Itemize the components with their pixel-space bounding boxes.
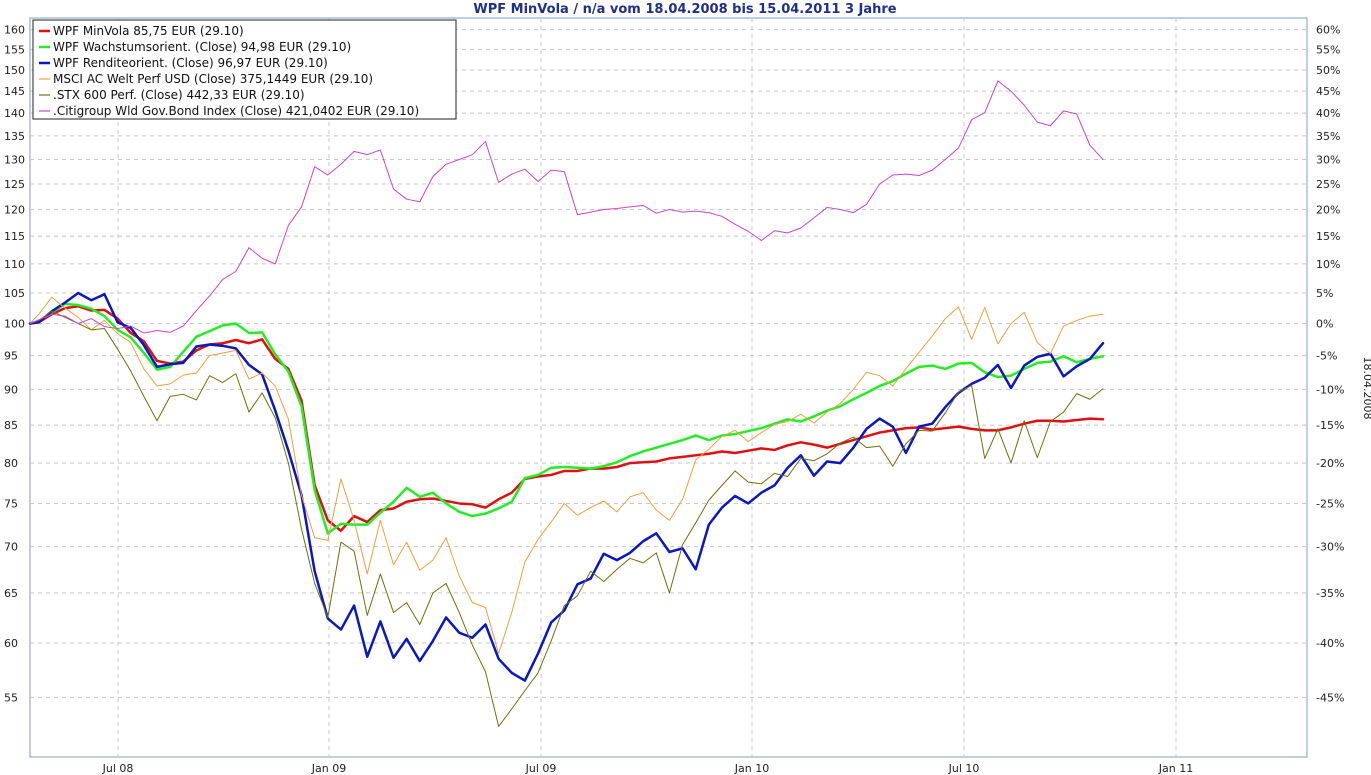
y-left-tick-label: 85 — [4, 419, 18, 432]
y-right-tick-label: 40% — [1316, 107, 1340, 120]
y-right-tick-label: -5% — [1316, 350, 1337, 363]
legend-label: .Citigroup Wld Gov.Bond Index (Close) 42… — [53, 104, 419, 118]
y-left-tick-label: 130 — [4, 153, 25, 166]
y-left-tick-label: 65 — [4, 587, 18, 600]
y-left-tick-label: 95 — [4, 350, 18, 363]
y-left-tick-label: 90 — [4, 383, 18, 396]
series-line-4 — [29, 310, 1104, 727]
y-left-tick-label: 80 — [4, 457, 18, 470]
y-right-tick-label: 25% — [1316, 178, 1340, 191]
axes-layer: 160 60% 155 55% 150 50% 145 45% 140 40% 135 35% 130 3… — [4, 24, 1344, 775]
y-left-tick-label: 100 — [4, 318, 25, 331]
x-tick-label: Jan 11 — [1158, 762, 1193, 775]
y-left-tick-label: 115 — [4, 230, 25, 243]
x-tick-label: Jul 09 — [525, 762, 557, 775]
y-right-tick-label: 50% — [1316, 64, 1340, 77]
y-right-tick-label: 15% — [1316, 230, 1340, 243]
series-layer — [28, 80, 1105, 727]
y-left-tick-label: 55 — [4, 691, 18, 704]
y-right-tick-label: 55% — [1316, 43, 1340, 56]
series-line-5 — [29, 80, 1104, 334]
x-tick-label: Jan 09 — [311, 762, 346, 775]
legend-label: WPF MinVola 85,75 EUR (29.10) — [53, 24, 244, 38]
y-left-tick-label: 135 — [4, 130, 25, 143]
y-left-tick-label: 75 — [4, 497, 18, 510]
legend-label: .STX 600 Perf. (Close) 442,33 EUR (29.10… — [53, 88, 305, 102]
series-line-1 — [28, 302, 1105, 535]
series-line-3 — [29, 296, 1104, 654]
y-right-tick-label: -45% — [1316, 691, 1344, 704]
y-left-tick-label: 150 — [4, 64, 25, 77]
y-right-tick-label: -25% — [1316, 497, 1344, 510]
y-left-tick-label: 145 — [4, 85, 25, 98]
plot-area — [29, 17, 1308, 758]
legend-label: MSCI AC Welt Perf USD (Close) 375,1449 E… — [53, 72, 373, 86]
y-left-tick-label: 110 — [4, 258, 25, 271]
y-left-tick-label: 120 — [4, 204, 25, 217]
y-right-tick-label: 35% — [1316, 130, 1340, 143]
y-right-tick-label: 5% — [1316, 287, 1333, 300]
y-left-tick-label: 70 — [4, 541, 18, 554]
y-left-tick-label: 125 — [4, 178, 25, 191]
legend: WPF MinVola 85,75 EUR (29.10) WPF Wachstu… — [32, 19, 457, 120]
x-tick-label: Jul 10 — [948, 762, 980, 775]
series-line-2 — [28, 291, 1105, 682]
chart-title: WPF MinVola / n/a vom 18.04.2008 bis 15.… — [473, 2, 896, 17]
y-right-tick-label: -40% — [1316, 637, 1344, 650]
y-left-tick-label: 105 — [4, 287, 25, 300]
y-right-tick-label: 20% — [1316, 204, 1340, 217]
series-line-0 — [28, 305, 1105, 532]
y-right-tick-label: 10% — [1316, 258, 1340, 271]
legend-label: WPF Renditeorient. (Close) 96,97 EUR (29… — [53, 56, 328, 70]
x-tick-label: Jan 10 — [734, 762, 769, 775]
y-left-tick-label: 60 — [4, 637, 18, 650]
y-right-tick-label: 0% — [1316, 318, 1333, 331]
y-right-tick-label: -35% — [1316, 587, 1344, 600]
y-right-tick-label: 60% — [1316, 24, 1340, 37]
y-right-tick-label: -30% — [1316, 541, 1344, 554]
plot-frame — [29, 17, 1308, 758]
y-right-tick-label: -15% — [1316, 419, 1344, 432]
legend-box — [32, 19, 457, 120]
y-right-tick-label: 45% — [1316, 85, 1340, 98]
y-left-tick-label: 155 — [4, 43, 25, 56]
legend-label: WPF Wachstumsorient. (Close) 94,98 EUR (… — [53, 40, 351, 54]
y-right-tick-label: -10% — [1316, 383, 1344, 396]
x-tick-label: Jul 08 — [102, 762, 134, 775]
y-left-tick-label: 160 — [4, 24, 25, 37]
y-right-tick-label: 30% — [1316, 153, 1340, 166]
right-axis-label: 18.04.2008 — [1361, 357, 1371, 420]
y-left-tick-label: 140 — [4, 107, 25, 120]
y-right-tick-label: -20% — [1316, 457, 1344, 470]
